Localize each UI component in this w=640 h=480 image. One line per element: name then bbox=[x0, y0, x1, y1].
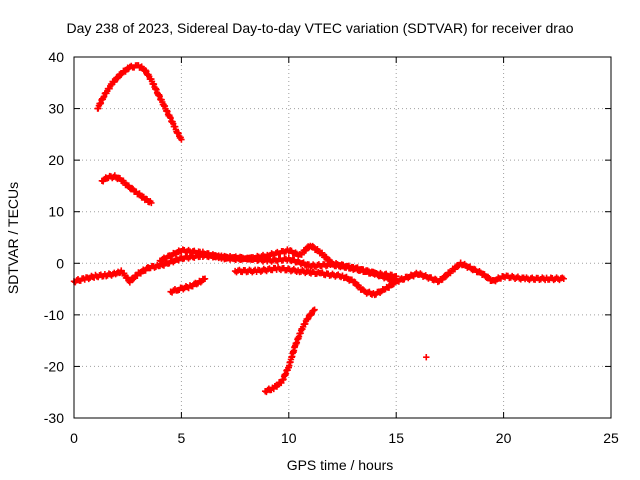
series-band-main bbox=[70, 251, 567, 286]
y-axis-label: SDTVAR / TECUs bbox=[5, 182, 21, 294]
tick-labels: 0 5 10 15 20 25 -30 -20 -10 0 10 20 30 40 bbox=[44, 49, 619, 446]
x-tick-label: 10 bbox=[281, 430, 297, 446]
data-point bbox=[148, 199, 155, 207]
data-point bbox=[423, 353, 430, 361]
series-arc-low-short bbox=[167, 275, 209, 296]
y-tick-label: 0 bbox=[56, 255, 64, 271]
y-tick-label: -30 bbox=[44, 410, 64, 426]
x-tick-label: 15 bbox=[388, 430, 404, 446]
y-tick-label: -10 bbox=[44, 307, 64, 323]
x-tick-label: 5 bbox=[178, 430, 186, 446]
data-point bbox=[118, 71, 125, 78]
data-point bbox=[351, 278, 358, 285]
data-point bbox=[178, 136, 185, 143]
data-points bbox=[70, 62, 567, 396]
x-axis-label: GPS time / hours bbox=[287, 457, 394, 473]
y-tick-label: 20 bbox=[48, 152, 64, 168]
data-point bbox=[309, 242, 316, 250]
x-tick-label: 20 bbox=[496, 430, 512, 446]
data-point bbox=[484, 273, 492, 281]
data-point bbox=[455, 262, 462, 270]
data-point bbox=[389, 281, 396, 288]
y-tick-label: 30 bbox=[48, 101, 64, 117]
plot-frame bbox=[73, 56, 612, 419]
data-point bbox=[128, 184, 136, 192]
data-point bbox=[442, 273, 450, 280]
series-arc-mid bbox=[98, 172, 155, 207]
data-point bbox=[197, 279, 204, 286]
y-tick-label: 40 bbox=[48, 49, 64, 65]
data-point bbox=[393, 278, 400, 285]
x-tick-label: 25 bbox=[603, 430, 619, 446]
series-band-upper bbox=[156, 242, 400, 281]
data-point bbox=[114, 75, 121, 82]
chart-title: Day 238 of 2023, Sidereal Day-to-day VTE… bbox=[66, 20, 573, 36]
series-band-lower bbox=[231, 264, 400, 299]
series-isolated bbox=[423, 353, 430, 361]
series-arc-dip bbox=[261, 306, 318, 396]
data-point bbox=[201, 275, 209, 282]
x-tick-label: 0 bbox=[70, 430, 78, 446]
data-point bbox=[560, 275, 567, 282]
series-arc-high bbox=[94, 62, 185, 143]
y-tick-label: 10 bbox=[48, 204, 64, 220]
y-tick-label: -20 bbox=[44, 358, 64, 374]
data-point bbox=[311, 306, 318, 313]
data-point bbox=[129, 276, 137, 283]
